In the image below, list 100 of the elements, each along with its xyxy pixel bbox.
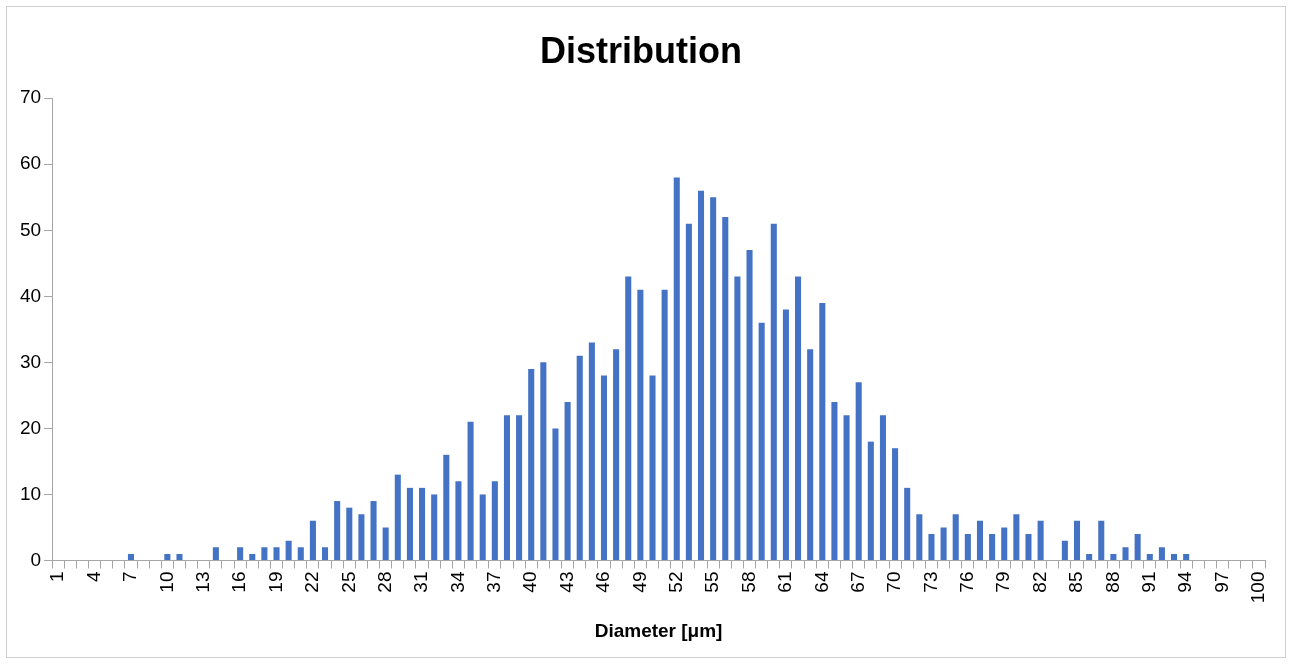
x-tick-label: 16 [228, 571, 250, 593]
bar [467, 421, 474, 560]
bar [552, 428, 559, 560]
x-tick-label: 73 [919, 571, 941, 593]
bar [309, 520, 316, 560]
x-tick-label: 31 [410, 571, 432, 593]
x-tick-label: 34 [446, 571, 468, 593]
bar [540, 362, 547, 560]
bar [237, 547, 244, 560]
x-tick-label: 19 [264, 571, 286, 593]
x-tick-label: 64 [810, 571, 832, 593]
bar [782, 309, 789, 560]
bar [1073, 520, 1081, 560]
y-tick-label: 10 [19, 482, 42, 504]
bar [588, 342, 595, 560]
bar [746, 250, 753, 560]
bar [176, 553, 183, 560]
bar [613, 349, 620, 560]
bar [406, 487, 413, 560]
bar [1037, 520, 1044, 560]
y-tick-label: 30 [19, 350, 42, 372]
bar [855, 382, 862, 560]
y-tick-label: 20 [19, 416, 42, 438]
x-tick-label: 1 [46, 571, 68, 583]
bar [661, 289, 668, 560]
bar [431, 494, 438, 560]
bar [1122, 547, 1129, 560]
bar [297, 547, 304, 560]
bar [322, 547, 329, 560]
bar [394, 474, 401, 560]
bar [1146, 553, 1153, 560]
x-tick-label: 52 [664, 571, 686, 593]
x-tick-label: 94 [1174, 571, 1196, 593]
bar [734, 276, 741, 560]
bar [928, 534, 935, 560]
x-tick-label: 22 [301, 571, 323, 593]
bar [249, 553, 256, 560]
bar [831, 402, 838, 560]
x-tick-label: 46 [592, 571, 614, 593]
bar [1013, 514, 1020, 560]
y-tick-label: 40 [19, 284, 42, 306]
bar [819, 302, 826, 560]
bar [770, 223, 777, 560]
bar [370, 501, 377, 560]
bar [491, 481, 498, 560]
bar [637, 289, 644, 560]
y-tick-label: 50 [19, 218, 42, 240]
bar [964, 534, 971, 560]
bar [625, 276, 632, 560]
bar [419, 487, 426, 560]
bar [904, 487, 911, 560]
bar [127, 553, 134, 560]
bar [1001, 527, 1008, 560]
bar [164, 553, 171, 560]
x-tick-label: 91 [1138, 571, 1160, 593]
bar [576, 355, 583, 560]
bar [1061, 540, 1068, 560]
x-tick-label: 88 [1101, 571, 1123, 593]
x-axis-title: Diameter [μm] [594, 619, 723, 641]
bar [892, 448, 899, 560]
bar [1110, 553, 1117, 560]
bar [212, 547, 219, 560]
bar [1183, 553, 1190, 560]
bar [1171, 553, 1178, 560]
x-tick-label: 7 [119, 571, 141, 583]
chart-title: Distribution [540, 29, 742, 71]
bar [528, 368, 535, 560]
bar [334, 501, 341, 560]
bar [503, 415, 510, 560]
bar [1158, 547, 1165, 560]
x-tick-label: 28 [373, 571, 395, 593]
bar [443, 454, 450, 560]
bar [564, 402, 571, 560]
x-tick-label: 40 [519, 571, 541, 593]
bar [261, 547, 268, 560]
x-tick-label: 97 [1210, 571, 1232, 593]
x-tick-label: 25 [337, 571, 359, 593]
bar [479, 494, 486, 560]
x-tick-label: 70 [883, 571, 905, 593]
bar [285, 540, 292, 560]
bar [710, 197, 717, 560]
bar [758, 322, 765, 560]
bar [673, 177, 680, 560]
bar [358, 514, 365, 560]
x-tick-label: 37 [483, 571, 505, 593]
bar [600, 375, 608, 560]
bar [1098, 520, 1105, 560]
y-tick-label: 70 [19, 86, 42, 108]
bar [649, 375, 656, 560]
x-tick-label: 43 [555, 571, 577, 593]
x-tick-label: 13 [191, 571, 213, 593]
bar [382, 527, 389, 560]
bar [843, 415, 850, 560]
x-tick-label: 79 [992, 571, 1014, 593]
bar [795, 276, 802, 560]
bar [722, 217, 729, 560]
x-tick-label: 100 [1247, 571, 1269, 604]
x-tick-label: 82 [1028, 571, 1050, 593]
x-tick-label: 55 [701, 571, 723, 593]
bar [685, 223, 692, 560]
